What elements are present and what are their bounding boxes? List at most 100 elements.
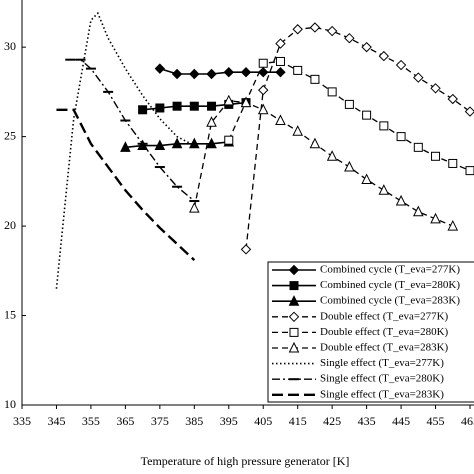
legend-label: Single effect (T_eva=280K) (320, 373, 444, 385)
marker (396, 132, 406, 142)
x-tick-label: 445 (392, 414, 410, 428)
marker (154, 63, 166, 74)
marker (344, 99, 354, 109)
x-tick-label: 335 (13, 414, 31, 428)
x-tick-label: 435 (358, 414, 376, 428)
marker (361, 173, 372, 185)
marker (120, 141, 131, 152)
marker (224, 135, 234, 145)
marker (326, 150, 338, 161)
marker (361, 41, 372, 53)
marker (293, 65, 303, 75)
marker (223, 94, 235, 106)
series-line (70, 58, 195, 202)
marker (258, 66, 269, 78)
legend-marker (289, 281, 299, 291)
legend-label: Combined cycle (T_eva=283K) (320, 295, 460, 307)
x-tick-label: 395 (220, 414, 238, 428)
marker (448, 158, 458, 168)
marker (344, 160, 355, 172)
x-tick-label: 385 (185, 414, 203, 428)
x-tick-label: 425 (323, 414, 341, 428)
series-line (193, 100, 454, 227)
marker (171, 68, 183, 80)
marker (292, 24, 303, 35)
marker (327, 87, 337, 97)
legend-marker (289, 327, 299, 337)
marker (413, 72, 424, 83)
marker (447, 219, 459, 231)
x-tick-label: 355 (82, 414, 100, 428)
legend-marker (288, 341, 300, 353)
y-tick-label: 30 (4, 39, 16, 53)
legend-label: Single effect (T_eva=283K) (320, 388, 444, 400)
marker (206, 137, 217, 149)
marker (258, 84, 269, 96)
marker (240, 66, 252, 78)
marker (138, 105, 148, 115)
series-line (56, 108, 196, 261)
marker (309, 137, 321, 149)
marker (447, 93, 458, 105)
marker (430, 212, 441, 224)
marker (188, 137, 200, 149)
marker (430, 83, 441, 94)
y-tick-label: 25 (4, 128, 16, 142)
marker (240, 244, 252, 255)
marker (378, 184, 390, 195)
marker (155, 103, 165, 113)
marker (292, 125, 304, 136)
marker (154, 139, 166, 151)
marker (172, 101, 182, 111)
marker (275, 66, 286, 78)
marker (412, 205, 424, 217)
marker (379, 121, 389, 131)
x-tick-label: 365 (116, 414, 134, 428)
marker (395, 59, 407, 71)
marker (275, 114, 286, 126)
marker (275, 38, 286, 49)
marker (413, 142, 423, 152)
legend-label: Double effect (T_eva=280K) (320, 326, 449, 338)
marker (309, 22, 321, 33)
marker (206, 116, 217, 127)
legend-marker (288, 311, 300, 323)
legend-marker (288, 264, 300, 276)
y-tick-label: 20 (4, 218, 16, 232)
marker (189, 68, 200, 80)
x-tick-label: 415 (289, 414, 307, 428)
x-tick-label: 405 (254, 414, 272, 428)
marker (310, 74, 320, 84)
x-tick-label: 375 (151, 414, 169, 428)
legend-marker (288, 295, 300, 306)
marker (395, 194, 407, 206)
marker (257, 103, 269, 115)
marker (206, 68, 217, 80)
marker (344, 32, 355, 44)
legend-label: Combined cycle (T_eva=277K) (320, 264, 460, 276)
marker (223, 66, 234, 78)
marker (171, 137, 183, 149)
marker (240, 96, 252, 108)
legend-label: Combined cycle (T_eva=280K) (320, 279, 460, 291)
marker (431, 151, 441, 161)
marker (465, 166, 474, 176)
marker (362, 110, 372, 120)
legend: Combined cycle (T_eva=277K) Combined cycl… (267, 261, 474, 403)
legend-label: Double effect (T_eva=277K) (320, 310, 449, 322)
plot-area (55, 11, 474, 289)
series-line (55, 11, 195, 289)
marker (275, 56, 285, 66)
marker (326, 25, 338, 37)
marker (188, 202, 200, 213)
x-tick-label: 345 (47, 414, 65, 428)
marker (207, 101, 217, 111)
x-axis-label: Temperature of high pressure generator [… (141, 454, 350, 468)
legend-label: Double effect (T_eva=283K) (320, 342, 449, 354)
x-tick-label: 465 (461, 414, 474, 428)
marker (258, 58, 268, 68)
y-tick-label: 10 (4, 397, 16, 411)
marker (378, 50, 390, 62)
x-tick-label: 455 (427, 414, 445, 428)
